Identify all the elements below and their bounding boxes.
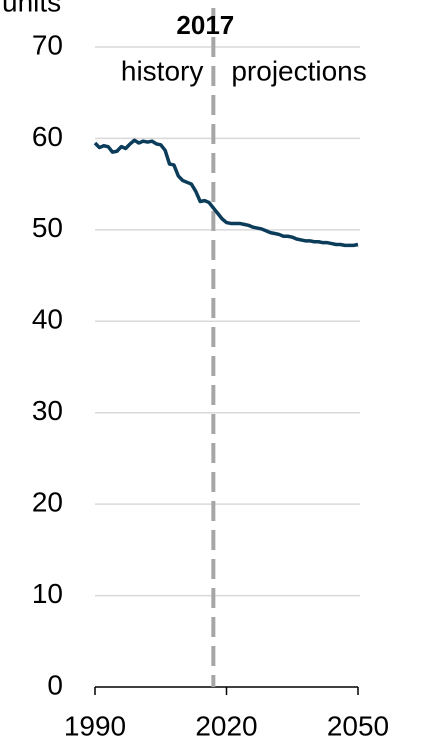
line-series xyxy=(93,138,359,248)
y-tick-label: 50 xyxy=(32,212,63,243)
y-tick-label: 10 xyxy=(32,578,63,609)
annotation: history xyxy=(121,55,203,86)
y-tick-label: 20 xyxy=(32,487,63,518)
x-tick-label: 2020 xyxy=(195,710,257,741)
x-tick-label: 2050 xyxy=(327,710,389,741)
y-tick-label: 40 xyxy=(32,304,63,335)
x-tick-label: 1990 xyxy=(64,710,126,741)
y-tick-label: 60 xyxy=(32,121,63,152)
y-tick-label: 0 xyxy=(47,669,63,700)
reference-label: 2017 xyxy=(176,10,234,40)
annotation: projections xyxy=(231,55,366,86)
y-tick-label: 70 xyxy=(32,29,63,60)
y-tick-label: 30 xyxy=(32,395,63,426)
y-axis-label: units xyxy=(2,0,61,17)
